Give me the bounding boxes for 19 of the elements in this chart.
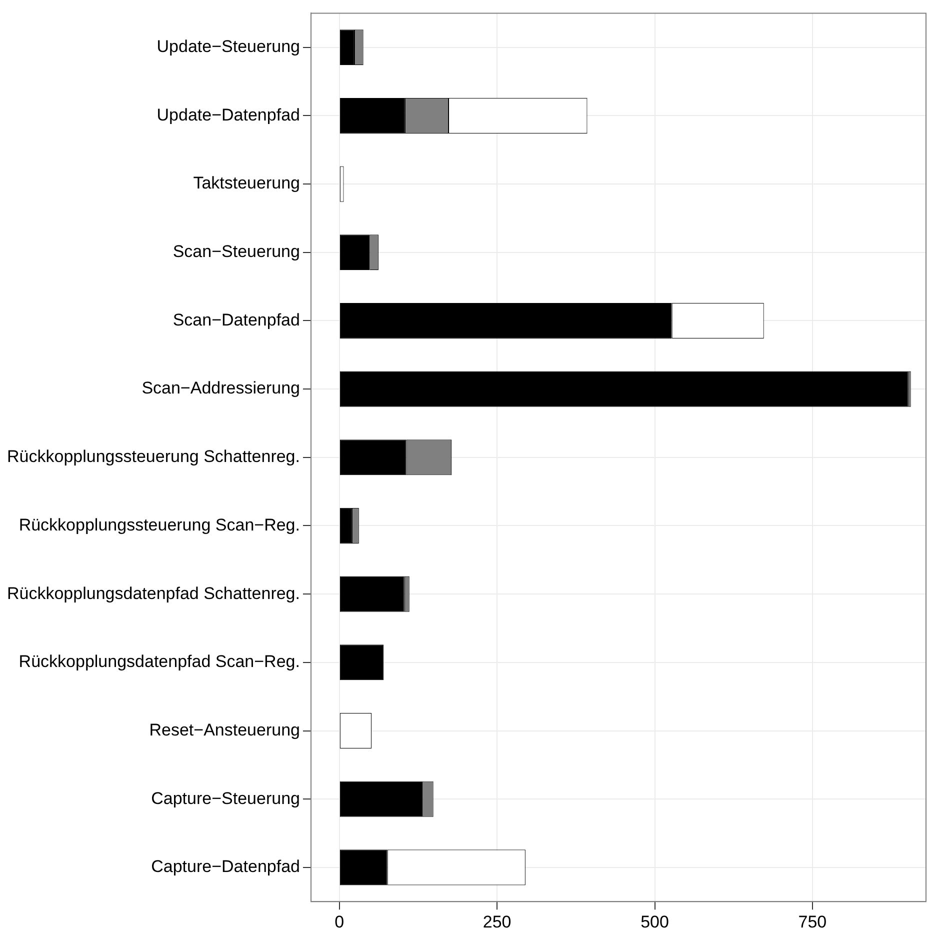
x-tick-label: 250 xyxy=(482,912,512,932)
y-tick-label: Taktsteuerung xyxy=(193,174,300,193)
y-tick-label: Reset−Ansteuerung xyxy=(149,720,300,740)
y-tick-label: Rückkopplungsdatenpfad Scan−Reg. xyxy=(18,652,300,672)
y-tick-label: Rückkopplungsdatenpfad Schattenreg. xyxy=(7,584,300,603)
y-tick-label: Update−Steuerung xyxy=(156,37,300,56)
y-tick-label: Scan−Datenpfad xyxy=(172,310,300,330)
y-tick-label: Rückkopplungssteuerung Schattenreg. xyxy=(7,447,300,466)
y-tick-label: Scan−Steuerung xyxy=(172,242,300,262)
x-tick-label: 0 xyxy=(334,912,344,932)
x-tick-label: 750 xyxy=(798,912,827,932)
y-tick-label: Scan−Addressierung xyxy=(142,378,300,398)
y-tick-label: Update−Datenpfad xyxy=(156,105,300,124)
x-tick-label: 500 xyxy=(640,912,669,932)
bar xyxy=(340,644,384,680)
y-tick-label: Capture−Steuerung xyxy=(151,788,300,808)
bar xyxy=(340,371,908,407)
y-tick-label: Rückkopplungssteuerung Scan−Reg. xyxy=(18,515,300,534)
y-tick-label: Capture−Datenpfad xyxy=(151,857,300,876)
